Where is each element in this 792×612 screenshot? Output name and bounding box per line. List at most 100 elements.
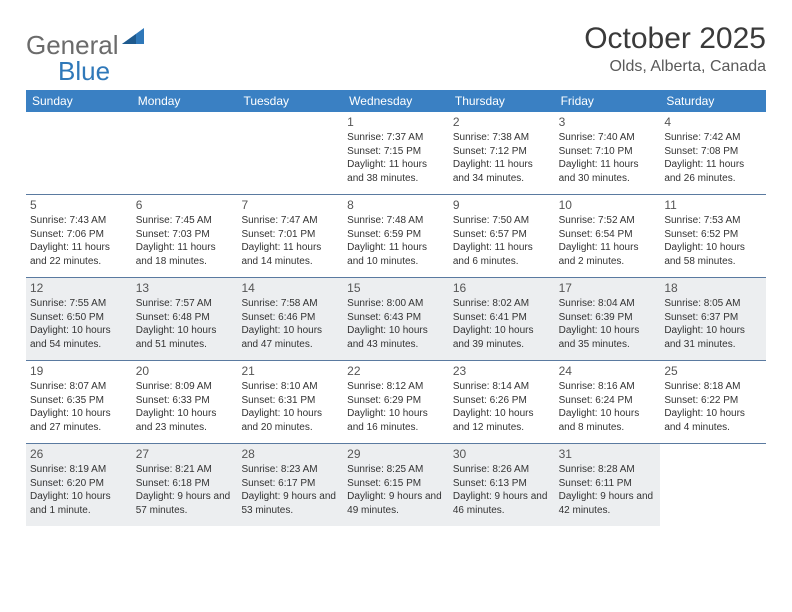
sunset-text: Sunset: 6:22 PM <box>664 394 762 408</box>
day-number: 1 <box>347 114 445 130</box>
day-number: 7 <box>241 197 339 213</box>
daylight-text: Daylight: 9 hours and 46 minutes. <box>453 490 551 517</box>
weeks-container: 1Sunrise: 7:37 AMSunset: 7:15 PMDaylight… <box>26 112 766 526</box>
sunrise-text: Sunrise: 8:09 AM <box>136 380 234 394</box>
day-cell: 6Sunrise: 7:45 AMSunset: 7:03 PMDaylight… <box>132 195 238 277</box>
sunrise-text: Sunrise: 8:05 AM <box>664 297 762 311</box>
sunset-text: Sunset: 7:06 PM <box>30 228 128 242</box>
day-number: 19 <box>30 363 128 379</box>
sunset-text: Sunset: 7:03 PM <box>136 228 234 242</box>
daylight-text: Daylight: 10 hours and 31 minutes. <box>664 324 762 351</box>
day-cell: 23Sunrise: 8:14 AMSunset: 6:26 PMDayligh… <box>449 361 555 443</box>
daylight-text: Daylight: 9 hours and 42 minutes. <box>559 490 657 517</box>
sunset-text: Sunset: 6:11 PM <box>559 477 657 491</box>
day-number: 28 <box>241 446 339 462</box>
daylight-text: Daylight: 11 hours and 30 minutes. <box>559 158 657 185</box>
month-title: October 2025 <box>584 22 766 56</box>
sunset-text: Sunset: 6:37 PM <box>664 311 762 325</box>
day-number: 2 <box>453 114 551 130</box>
location-label: Olds, Alberta, Canada <box>584 58 766 76</box>
daylight-text: Daylight: 10 hours and 12 minutes. <box>453 407 551 434</box>
sunset-text: Sunset: 7:01 PM <box>241 228 339 242</box>
day-cell: 15Sunrise: 8:00 AMSunset: 6:43 PMDayligh… <box>343 278 449 360</box>
daylight-text: Daylight: 10 hours and 4 minutes. <box>664 407 762 434</box>
day-cell: 8Sunrise: 7:48 AMSunset: 6:59 PMDaylight… <box>343 195 449 277</box>
sunrise-text: Sunrise: 7:45 AM <box>136 214 234 228</box>
sunset-text: Sunset: 6:13 PM <box>453 477 551 491</box>
daylight-text: Daylight: 10 hours and 23 minutes. <box>136 407 234 434</box>
day-cell: 27Sunrise: 8:21 AMSunset: 6:18 PMDayligh… <box>132 444 238 526</box>
page-header: GeneralBlue October 2025 Olds, Alberta, … <box>26 22 766 84</box>
day-number: 13 <box>136 280 234 296</box>
day-number: 18 <box>664 280 762 296</box>
day-cell: 2Sunrise: 7:38 AMSunset: 7:12 PMDaylight… <box>449 112 555 194</box>
day-cell: 9Sunrise: 7:50 AMSunset: 6:57 PMDaylight… <box>449 195 555 277</box>
sunset-text: Sunset: 7:12 PM <box>453 145 551 159</box>
day-cell <box>26 112 132 194</box>
day-cell: 28Sunrise: 8:23 AMSunset: 6:17 PMDayligh… <box>237 444 343 526</box>
sunrise-text: Sunrise: 8:18 AM <box>664 380 762 394</box>
sunset-text: Sunset: 6:26 PM <box>453 394 551 408</box>
sunrise-text: Sunrise: 8:25 AM <box>347 463 445 477</box>
day-number: 23 <box>453 363 551 379</box>
day-cell: 19Sunrise: 8:07 AMSunset: 6:35 PMDayligh… <box>26 361 132 443</box>
day-number: 25 <box>664 363 762 379</box>
day-cell <box>660 444 766 526</box>
sunrise-text: Sunrise: 8:14 AM <box>453 380 551 394</box>
daylight-text: Daylight: 11 hours and 10 minutes. <box>347 241 445 268</box>
week-row: 1Sunrise: 7:37 AMSunset: 7:15 PMDaylight… <box>26 112 766 195</box>
sunrise-text: Sunrise: 8:16 AM <box>559 380 657 394</box>
day-number: 9 <box>453 197 551 213</box>
day-cell: 20Sunrise: 8:09 AMSunset: 6:33 PMDayligh… <box>132 361 238 443</box>
daylight-text: Daylight: 11 hours and 14 minutes. <box>241 241 339 268</box>
day-cell: 29Sunrise: 8:25 AMSunset: 6:15 PMDayligh… <box>343 444 449 526</box>
sunset-text: Sunset: 6:17 PM <box>241 477 339 491</box>
sunrise-text: Sunrise: 7:48 AM <box>347 214 445 228</box>
sunset-text: Sunset: 6:20 PM <box>30 477 128 491</box>
sunset-text: Sunset: 6:39 PM <box>559 311 657 325</box>
week-row: 26Sunrise: 8:19 AMSunset: 6:20 PMDayligh… <box>26 444 766 526</box>
daylight-text: Daylight: 11 hours and 6 minutes. <box>453 241 551 268</box>
day-number: 22 <box>347 363 445 379</box>
day-cell <box>132 112 238 194</box>
sunset-text: Sunset: 6:50 PM <box>30 311 128 325</box>
day-cell <box>237 112 343 194</box>
sunrise-text: Sunrise: 7:40 AM <box>559 131 657 145</box>
daylight-text: Daylight: 11 hours and 26 minutes. <box>664 158 762 185</box>
sunrise-text: Sunrise: 7:50 AM <box>453 214 551 228</box>
dow-cell: Sunday <box>26 90 132 112</box>
sunrise-text: Sunrise: 7:58 AM <box>241 297 339 311</box>
sunset-text: Sunset: 6:35 PM <box>30 394 128 408</box>
daylight-text: Daylight: 11 hours and 34 minutes. <box>453 158 551 185</box>
week-row: 12Sunrise: 7:55 AMSunset: 6:50 PMDayligh… <box>26 278 766 361</box>
day-number: 4 <box>664 114 762 130</box>
day-cell: 24Sunrise: 8:16 AMSunset: 6:24 PMDayligh… <box>555 361 661 443</box>
daylight-text: Daylight: 9 hours and 57 minutes. <box>136 490 234 517</box>
sunrise-text: Sunrise: 7:57 AM <box>136 297 234 311</box>
sunset-text: Sunset: 6:48 PM <box>136 311 234 325</box>
day-number: 8 <box>347 197 445 213</box>
sunrise-text: Sunrise: 8:23 AM <box>241 463 339 477</box>
sunrise-text: Sunrise: 7:55 AM <box>30 297 128 311</box>
sunrise-text: Sunrise: 7:42 AM <box>664 131 762 145</box>
sunset-text: Sunset: 6:57 PM <box>453 228 551 242</box>
day-number: 10 <box>559 197 657 213</box>
sunset-text: Sunset: 6:24 PM <box>559 394 657 408</box>
daylight-text: Daylight: 10 hours and 58 minutes. <box>664 241 762 268</box>
dow-cell: Friday <box>555 90 661 112</box>
dow-cell: Monday <box>132 90 238 112</box>
logo-triangle-icon <box>122 22 144 48</box>
sunset-text: Sunset: 6:41 PM <box>453 311 551 325</box>
daylight-text: Daylight: 11 hours and 18 minutes. <box>136 241 234 268</box>
daylight-text: Daylight: 9 hours and 49 minutes. <box>347 490 445 517</box>
daylight-text: Daylight: 10 hours and 35 minutes. <box>559 324 657 351</box>
day-cell: 31Sunrise: 8:28 AMSunset: 6:11 PMDayligh… <box>555 444 661 526</box>
sunrise-text: Sunrise: 8:19 AM <box>30 463 128 477</box>
logo-text-blue: Blue <box>58 56 110 86</box>
day-cell: 10Sunrise: 7:52 AMSunset: 6:54 PMDayligh… <box>555 195 661 277</box>
day-cell: 11Sunrise: 7:53 AMSunset: 6:52 PMDayligh… <box>660 195 766 277</box>
sunset-text: Sunset: 6:59 PM <box>347 228 445 242</box>
sunset-text: Sunset: 7:10 PM <box>559 145 657 159</box>
logo: GeneralBlue <box>26 22 144 84</box>
sunrise-text: Sunrise: 8:10 AM <box>241 380 339 394</box>
